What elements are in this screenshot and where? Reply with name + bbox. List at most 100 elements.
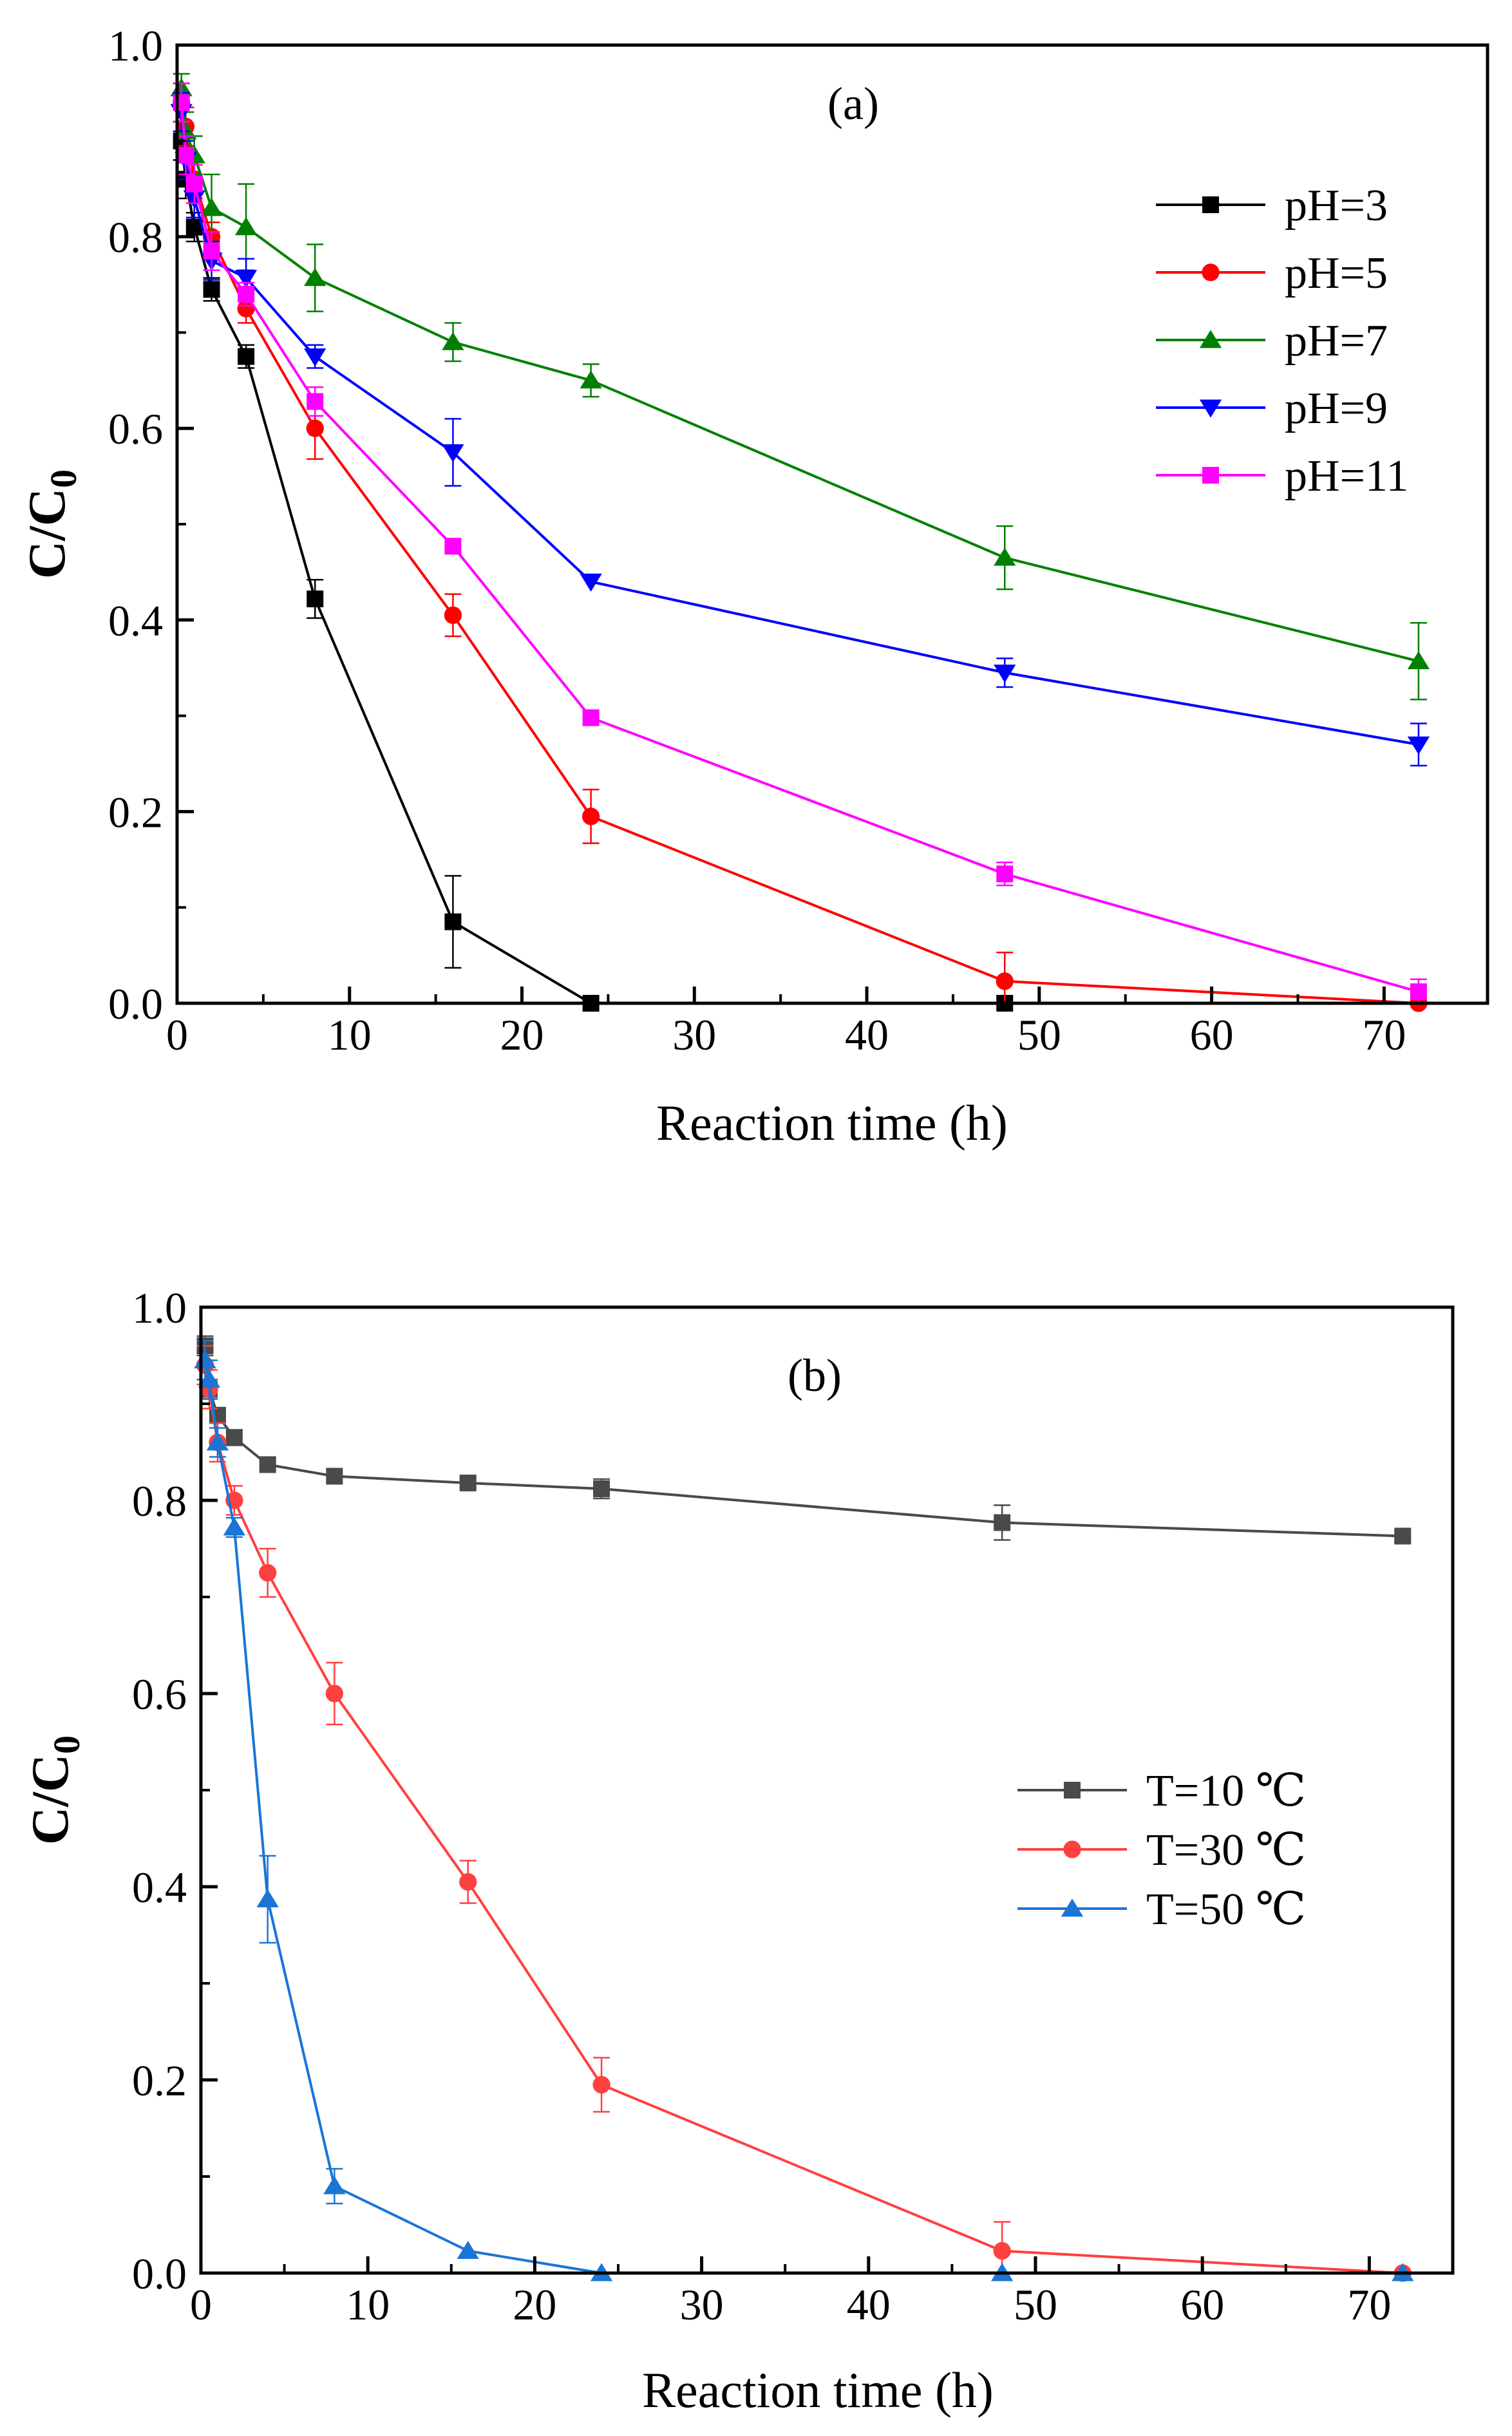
panel-a-legend-label: pH=11 (1285, 451, 1408, 501)
panel-b-data-point (325, 1685, 344, 1703)
panel-a-data-point (185, 175, 203, 193)
panel-b-y-tick-label: 0.8 (132, 1477, 187, 1525)
panel-a-legend-swatch-marker (1199, 399, 1222, 418)
panel-b-y-axis-title-sub: 0 (46, 1735, 88, 1754)
panel-b-legend-label: T=30 ℃ (1146, 1826, 1306, 1875)
panel-b-data-point (592, 2075, 610, 2094)
panel-b-legend-item: T=10 ℃ (1017, 1766, 1306, 1816)
panel-a-data-point (582, 709, 600, 726)
panel-a-x-tick-label: 20 (500, 1010, 544, 1059)
panel-a-legend-swatch-marker (1202, 263, 1220, 281)
panel-b-data-point (323, 2176, 346, 2195)
panel-a-data-point (304, 348, 326, 367)
panel-a-legend-item: pH=11 (1156, 451, 1408, 501)
panel-a-data-point (1407, 736, 1430, 755)
panel-a-legend-label: pH=7 (1285, 316, 1388, 366)
panel-b-x-tick-label: 20 (513, 2280, 556, 2329)
panel-a-data-point (238, 348, 255, 365)
panel-a-label: (a) (827, 78, 879, 129)
panel-a-legend-label: pH=5 (1285, 249, 1388, 298)
panel-a-y-tick-label: 0.8 (108, 213, 163, 262)
panel-a-y-tick-label: 0.4 (108, 596, 163, 645)
panel-a-series-1 (173, 120, 1014, 1012)
panel-a-x-tick-label: 70 (1362, 1010, 1406, 1059)
panel-a-series-line (180, 111, 1419, 746)
panel-a-y-tick-label: 0.2 (108, 788, 163, 836)
panel-b-data-point (326, 1468, 343, 1485)
panel-b-legend-item: T=30 ℃ (1017, 1826, 1306, 1875)
panel-b-legend-label: T=50 ℃ (1146, 1885, 1306, 1934)
panel-a-data-point (234, 217, 258, 236)
panel-a-y-axis-title-main: C/C (17, 488, 76, 579)
panel-a-legend-label: pH=9 (1285, 384, 1388, 433)
panel-b-data-point (459, 1873, 477, 1891)
panel-b-x-tick-label: 70 (1347, 2280, 1391, 2329)
panel-a-data-point (200, 198, 223, 216)
panel-a-data-point (996, 972, 1014, 990)
panel-b-x-tick-label: 40 (847, 2280, 891, 2329)
panel-a-legend-swatch-marker (1202, 467, 1219, 484)
panel-b-series-line (203, 1364, 1403, 2274)
panel-a-data-point (580, 370, 602, 389)
panel-a-data-point (1407, 651, 1430, 670)
panel-a-y-axis-title-sub: 0 (43, 469, 84, 488)
panel-b-data-point (198, 1369, 221, 1388)
panel-b: 0 10 20 30 40 50 60 70 0.0 0.2 0.4 0.6 0.8 1.0 (b) Re… (21, 1283, 1455, 2418)
panel-b-y-axis-title-main: C/C (21, 1754, 79, 1845)
panel-a-data-point (177, 147, 194, 164)
panel-b-data-point (593, 1480, 610, 1497)
panel-b-legend-swatch-marker (1063, 1840, 1081, 1858)
panel-a-data-point (304, 267, 326, 287)
panel-a-data-point (307, 590, 324, 608)
panel-a-data-point (307, 393, 324, 410)
panel-a-legend-label: pH=3 (1285, 181, 1388, 231)
panel-a-y-axis-title: C/C0 (17, 469, 84, 579)
panel-a-data-point (203, 281, 220, 298)
panel-b-data-point (223, 1517, 245, 1536)
panel-a-legend-item: pH=3 (1156, 181, 1388, 231)
panel-a-series-5 (173, 82, 1427, 1005)
panel-b-data-point (994, 1514, 1011, 1531)
panel-b-legend-item: T=50 ℃ (1017, 1885, 1306, 1934)
panel-a-series-line (180, 102, 1419, 994)
panel-a-data-point (306, 419, 324, 437)
panel-b-ticks: 0 10 20 30 40 50 60 70 0.0 0.2 0.4 0.6 0.8 1.0 (132, 1283, 1391, 2329)
panel-a-x-tick-label: 30 (672, 1010, 716, 1059)
panel-b-legend-label: T=10 ℃ (1146, 1766, 1306, 1816)
panel-b-data-point (459, 1475, 477, 1491)
panel-b-data-point (259, 1563, 277, 1582)
panel-b-y-tick-label: 0.6 (132, 1670, 187, 1719)
panel-a-data-point (994, 547, 1016, 566)
panel-b-x-axis-title: Reaction time (h) (642, 2362, 994, 2418)
panel-a-series-4 (170, 92, 1430, 767)
panel-b-data-point (259, 1456, 276, 1473)
panel-a-x-tick-label: 40 (845, 1010, 889, 1059)
panel-a-series (170, 73, 1430, 1012)
panel-a-series-2 (173, 82, 1428, 1012)
panel-a-x-tick-label: 60 (1190, 1010, 1234, 1059)
panel-a-data-point (444, 606, 462, 625)
panel-a-series-line (180, 102, 1419, 1005)
panel-a-legend-swatch-marker (1199, 330, 1222, 348)
panel-b-x-tick-label: 60 (1180, 2280, 1224, 2329)
panel-b-y-axis-title: C/C0 (21, 1735, 88, 1845)
panel-b-y-tick-label: 0.0 (132, 2249, 187, 2298)
panel-a-data-point (580, 573, 602, 592)
panel-a-x-tick-label: 50 (1017, 1010, 1061, 1059)
panel-a-legend-item: pH=9 (1156, 384, 1388, 433)
panel-b-data-point (993, 2242, 1011, 2260)
panel-b-data-point (206, 1432, 229, 1451)
panel-a-data-point (234, 270, 258, 288)
panel-b-data-point (1394, 1527, 1412, 1545)
panel-a-legend: pH=3 pH=5 pH=7 pH=9 pH=11 (1156, 181, 1408, 501)
panel-a-y-tick-label: 0.6 (108, 404, 163, 453)
panel-b-x-tick-label: 30 (680, 2280, 724, 2329)
panel-a-series-line (180, 88, 1419, 663)
panel-b-y-tick-label: 0.2 (132, 2056, 187, 2105)
panel-a-x-tick-label: 10 (328, 1010, 372, 1059)
panel-b-x-tick-label: 0 (190, 2280, 212, 2329)
panel-a-data-point (442, 444, 464, 462)
panel-a-y-tick-label: 0.0 (108, 979, 163, 1028)
panel-b-legend-swatch-marker (1061, 1898, 1084, 1917)
panel-a-data-point (581, 807, 600, 826)
